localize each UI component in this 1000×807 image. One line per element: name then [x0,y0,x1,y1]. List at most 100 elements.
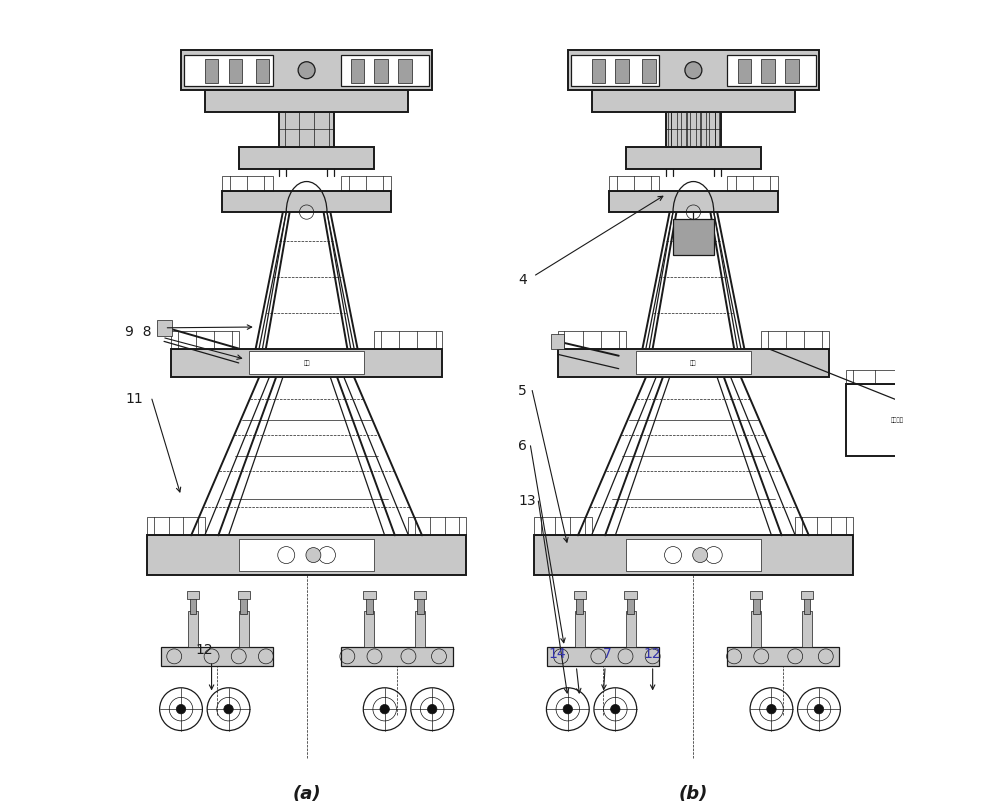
Bar [374,59,388,83]
Text: 7: 7 [602,647,611,661]
Circle shape [611,705,620,714]
Circle shape [767,705,776,714]
Text: (b): (b) [679,785,708,803]
Bar [157,320,172,336]
Bar [750,592,762,599]
Text: 电控: 电控 [303,360,310,366]
Circle shape [306,548,321,562]
Bar [187,592,199,599]
Bar [190,596,196,614]
Bar [147,535,466,575]
Bar [408,517,466,535]
Bar [534,535,853,575]
Bar [785,59,799,83]
Bar [696,111,700,148]
Bar [184,55,273,86]
Bar [846,370,948,384]
Circle shape [693,548,708,562]
Bar [279,111,334,148]
Text: (a): (a) [292,785,321,803]
Bar [687,111,690,148]
Bar [256,59,269,83]
Bar [239,611,249,646]
Circle shape [563,705,573,714]
Bar [398,59,412,83]
Bar [636,351,751,374]
Text: 电控: 电控 [690,360,697,366]
Bar [161,646,273,666]
Bar [801,592,813,599]
Bar [626,148,761,169]
Text: 14: 14 [549,647,566,661]
Bar [364,611,374,646]
Bar [738,59,751,83]
Bar [673,220,714,255]
Bar [341,176,391,190]
Bar [374,331,442,349]
Bar [626,539,761,571]
Text: 12: 12 [195,643,213,658]
Bar [715,111,719,148]
Bar [205,90,408,111]
Bar [171,349,442,378]
Bar [751,611,761,646]
Bar [181,51,432,90]
Bar [727,55,816,86]
Circle shape [685,61,702,79]
Bar [804,596,810,614]
Text: 5: 5 [518,384,527,398]
Bar [205,59,218,83]
Circle shape [427,705,437,714]
Bar [846,384,948,456]
Bar [414,592,426,599]
Bar [592,59,605,83]
Circle shape [298,61,315,79]
Bar [609,190,778,212]
Bar [341,55,429,86]
Bar [626,611,636,646]
Bar [668,111,671,148]
Bar [761,59,775,83]
Bar [627,596,634,614]
Bar [534,517,592,535]
Bar [341,646,453,666]
Circle shape [224,705,233,714]
Bar [761,331,829,349]
Bar [239,539,374,571]
Text: 6: 6 [518,439,527,454]
Circle shape [380,705,389,714]
Bar [624,592,637,599]
Text: 12: 12 [644,647,661,661]
Bar [229,59,242,83]
Bar [240,596,247,614]
Bar [188,611,198,646]
Bar [574,592,586,599]
Bar [802,611,812,646]
Circle shape [176,705,186,714]
Bar [417,596,424,614]
Bar [222,176,273,190]
Bar [351,59,364,83]
Bar [666,111,721,148]
Bar [571,55,659,86]
Bar [547,646,659,666]
Bar [366,596,373,614]
Bar [238,592,250,599]
Bar [171,331,239,349]
Bar [706,111,709,148]
Bar [609,176,659,190]
Bar [592,90,795,111]
Bar [677,111,681,148]
Bar [551,334,564,349]
Bar [568,51,819,90]
Text: 发电机组: 发电机组 [891,417,904,423]
Bar [415,611,425,646]
Bar [642,59,656,83]
Bar [576,596,583,614]
Bar [575,611,585,646]
Text: 4: 4 [518,274,527,287]
Text: 9  8: 9 8 [125,324,152,339]
Bar [249,351,364,374]
Circle shape [814,705,824,714]
Text: 13: 13 [518,495,536,508]
